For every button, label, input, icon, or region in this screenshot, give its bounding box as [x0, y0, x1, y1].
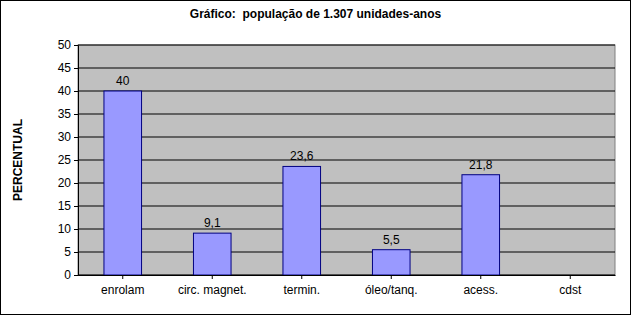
- data-label: 21,8: [469, 158, 493, 172]
- y-tick-mark: [74, 91, 78, 92]
- x-tick: cdst: [559, 275, 582, 297]
- y-tick-label: 35: [58, 107, 72, 121]
- y-tick-label: 45: [58, 61, 72, 75]
- y-tick-mark: [74, 114, 78, 115]
- y-tick: 40: [58, 84, 78, 98]
- y-tick-mark: [74, 183, 78, 184]
- bar: [193, 233, 231, 275]
- y-tick: 50: [58, 38, 78, 52]
- y-tick-mark: [74, 137, 78, 138]
- grid-line: [78, 91, 615, 92]
- y-tick-mark: [74, 206, 78, 207]
- y-tick-label: 30: [58, 130, 72, 144]
- y-tick-label: 5: [64, 245, 71, 259]
- x-tick: acess.: [463, 275, 498, 297]
- y-tick-label: 10: [58, 222, 72, 236]
- grid-line: [78, 275, 615, 276]
- data-label: 23,6: [290, 149, 314, 163]
- x-tick-mark: [212, 275, 213, 279]
- data-label: 9,1: [204, 216, 221, 230]
- grid-line: [78, 160, 615, 161]
- grid-line: [78, 229, 615, 230]
- y-tick: 15: [58, 199, 78, 213]
- y-tick: 45: [58, 61, 78, 75]
- y-tick: 0: [64, 268, 78, 282]
- data-label: 40: [116, 74, 130, 88]
- y-tick: 5: [64, 245, 78, 259]
- y-tick-label: 25: [58, 153, 72, 167]
- grid-line: [78, 68, 615, 69]
- x-tick: circ. magnet.: [178, 275, 247, 297]
- grid-line: [78, 137, 615, 138]
- y-tick-label: 50: [58, 38, 72, 52]
- y-tick-label: 20: [58, 176, 72, 190]
- x-tick-label: óleo/tanq.: [365, 283, 418, 297]
- x-tick-label: acess.: [463, 283, 498, 297]
- y-tick-mark: [74, 68, 78, 69]
- x-tick-mark: [480, 275, 481, 279]
- y-tick-label: 0: [64, 268, 71, 282]
- x-tick-label: circ. magnet.: [178, 283, 247, 297]
- data-labels: 40 9,1 23,6 5,5 21,8: [116, 74, 493, 247]
- y-tick: 10: [58, 222, 78, 236]
- bar: [283, 166, 321, 275]
- grid-line: [78, 114, 615, 115]
- x-tick-label: termin.: [283, 283, 320, 297]
- grid-line: [78, 183, 615, 184]
- y-tick-mark: [74, 252, 78, 253]
- bar: [462, 175, 500, 275]
- x-tick: termin.: [283, 275, 320, 297]
- grid: [78, 45, 615, 275]
- y-tick-mark: [74, 160, 78, 161]
- plot: 40 9,1 23,6 5,5 21,8 0 5 10 15 20 25 30 35 40 45 50 enro…: [58, 38, 616, 297]
- grid-line: [78, 206, 615, 207]
- y-axis: 0 5 10 15 20 25 30 35 40 45 50: [58, 38, 79, 282]
- x-tick-mark: [570, 275, 571, 279]
- y-tick: 30: [58, 130, 78, 144]
- y-axis-line: [74, 46, 79, 276]
- x-tick-mark: [301, 275, 302, 279]
- plot-area: [78, 45, 615, 275]
- chart: 40 9,1 23,6 5,5 21,8 0 5 10 15 20 25 30 35 40 45 50 enro…: [0, 0, 631, 315]
- bar: [104, 91, 142, 275]
- x-tick: enrolam: [101, 275, 144, 297]
- bar: [372, 250, 410, 275]
- y-tick-mark: [74, 275, 78, 276]
- grid-line: [78, 45, 615, 46]
- y-tick-mark: [74, 45, 78, 46]
- y-tick: 20: [58, 176, 78, 190]
- data-label: 5,5: [383, 233, 400, 247]
- y-tick: 25: [58, 153, 78, 167]
- bars: [104, 91, 500, 275]
- y-tick-label: 40: [58, 84, 72, 98]
- y-tick-mark: [74, 229, 78, 230]
- x-tick: óleo/tanq.: [365, 275, 418, 297]
- x-axis: enrolam circ. magnet. termin. óleo/tanq. ace…: [79, 275, 616, 297]
- y-tick-label: 15: [58, 199, 72, 213]
- grid-line: [78, 252, 615, 253]
- x-tick-mark: [391, 275, 392, 279]
- title: Gráfico: população de 1.307 unidades-ano…: [190, 7, 442, 21]
- chart-border: [1, 1, 631, 315]
- x-tick-label: cdst: [559, 283, 582, 297]
- x-tick-label: enrolam: [101, 283, 144, 297]
- x-tick-mark: [122, 275, 123, 279]
- y-tick: 35: [58, 107, 78, 121]
- x-axis-line: [79, 275, 616, 276]
- y-axis-title: PERCENTUAL: [11, 119, 25, 201]
